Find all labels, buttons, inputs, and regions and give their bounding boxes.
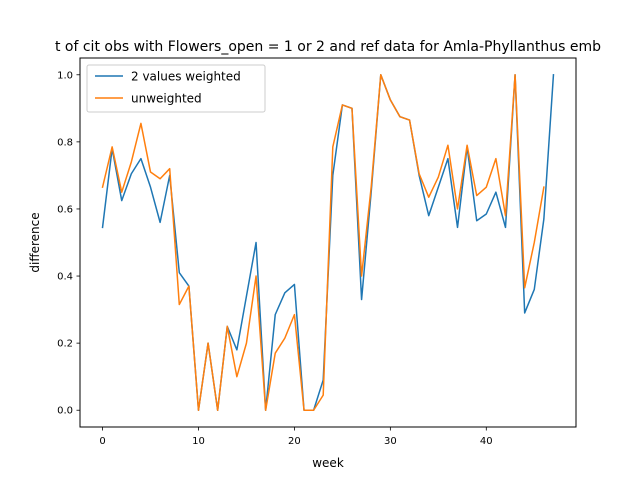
- y-tick-label: 0.0: [57, 406, 73, 417]
- legend-label-series-0: 2 values weighted: [131, 70, 241, 84]
- legend-box: [86, 64, 266, 113]
- y-axis-label: difference: [28, 212, 42, 272]
- y-tick-label: 1.0: [57, 70, 73, 81]
- y-tick-label: 0.2: [57, 339, 73, 350]
- series-line-1: [101, 74, 545, 411]
- x-tick-label: 20: [288, 436, 301, 447]
- legend: 2 values weighted unweighted: [86, 64, 266, 113]
- x-tick-label: 0: [99, 436, 105, 447]
- x-tick-label: 30: [384, 436, 397, 447]
- chart-title: t of cit obs with Flowers_open = 1 or 2 …: [55, 39, 601, 55]
- plot-frame: [79, 57, 577, 428]
- y-tick-label: 0.8: [57, 137, 73, 148]
- x-axis-label: week: [312, 456, 344, 470]
- y-tick-label: 0.6: [57, 204, 73, 215]
- y-tick-label: 0.4: [57, 272, 73, 283]
- legend-label-series-1: unweighted: [131, 92, 202, 106]
- x-tick-label: 10: [192, 436, 205, 447]
- x-tick-label: 40: [480, 436, 493, 447]
